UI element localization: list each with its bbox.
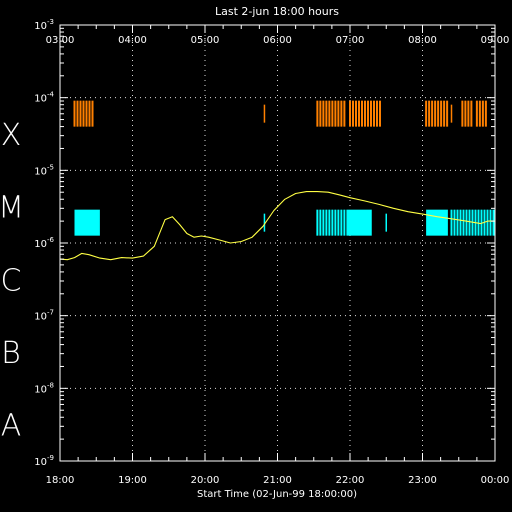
x-top-tick-label: 07:00 <box>336 35 365 46</box>
x-tick-label: 21:00 <box>263 475 292 486</box>
flux-line <box>59 191 495 261</box>
x-top-tick-label: 04:00 <box>118 35 147 46</box>
event-bars <box>73 100 495 236</box>
event-bar <box>346 209 372 236</box>
x-top-tick-label: 05:00 <box>191 35 220 46</box>
chart-title: Last 2-jun 18:00 hours <box>215 5 339 18</box>
flare-class-letter: C <box>1 263 22 298</box>
x-top-tick-label: 08:00 <box>408 35 437 46</box>
event-bar <box>426 209 448 236</box>
y-tick-label: 10-7 <box>34 309 54 323</box>
x-tick-label: 00:00 <box>481 475 510 486</box>
flare-class-letter: A <box>1 409 22 444</box>
x-top-tick-label: 03:00 <box>46 35 75 46</box>
axis-ticks <box>59 24 496 462</box>
y-tick-label: 10-8 <box>34 381 54 395</box>
flare-class-letter: M <box>0 191 24 226</box>
y-tick-label: 10-4 <box>34 91 54 105</box>
y-tick-label: 10-3 <box>34 18 54 32</box>
x-tick-label: 20:00 <box>191 475 220 486</box>
y-tick-label: 10-5 <box>34 163 54 177</box>
x-tick-label: 19:00 <box>118 475 147 486</box>
x-top-tick-label: 06:00 <box>263 35 292 46</box>
x-tick-label: 22:00 <box>336 475 365 486</box>
x-tick-label: 18:00 <box>46 475 75 486</box>
x-axis-title: Start Time (02-Jun-99 18:00:00) <box>197 489 357 500</box>
axis-labels: 18:00 03:00 19:00 04:00 20:00 05:00 21:00 06:00… <box>0 18 509 486</box>
flare-class-letter: B <box>1 336 21 371</box>
y-tick-label: 10-6 <box>34 236 54 250</box>
x-top-tick-label: 09:00 <box>481 35 510 46</box>
flare-class-letter: X <box>1 118 22 153</box>
x-tick-label: 23:00 <box>408 475 437 486</box>
event-bar <box>74 209 100 236</box>
y-tick-label: 10-9 <box>34 454 54 468</box>
flux-series <box>59 191 495 261</box>
